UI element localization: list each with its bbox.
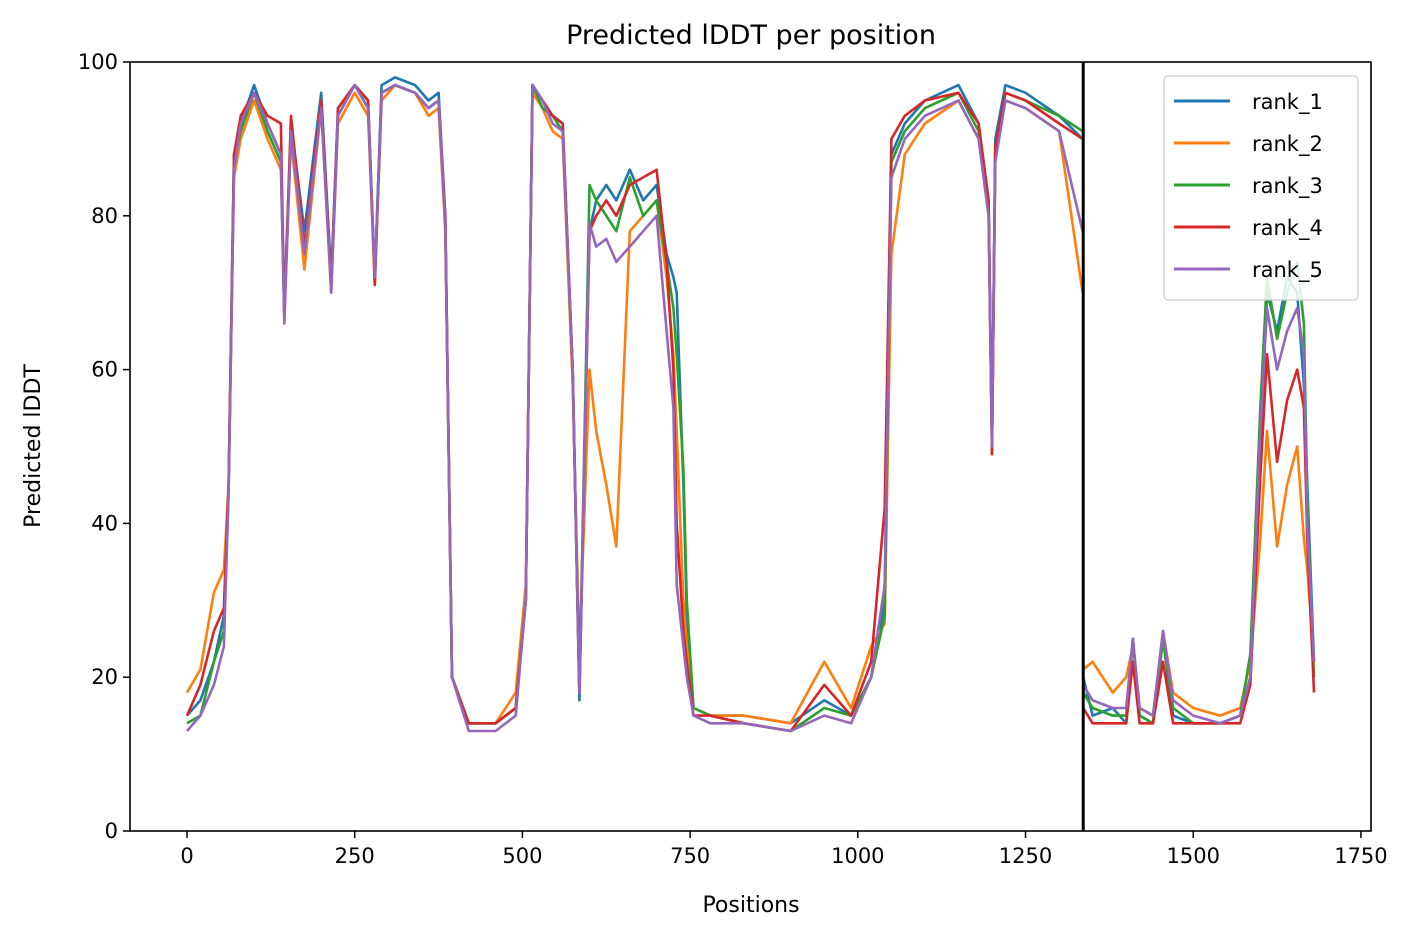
x-tick-label: 1500 [1167,844,1220,868]
x-tick-label: 1000 [831,844,884,868]
y-axis-label: Predicted lDDT [21,364,46,528]
series-line-rank-5 [186,83,1084,733]
y-tick-label: 80 [91,204,118,228]
x-tick-label: 250 [335,844,375,868]
legend: rank_1 rank_2 rank_3 rank_4 rank_5 [1163,75,1359,301]
x-tick-label: 1250 [999,844,1052,868]
x-tick-label: 500 [502,844,542,868]
x-tick-label: 0 [180,844,193,868]
plot-lines [185,76,1316,733]
chart-title: Predicted lDDT per position [566,20,936,51]
series-line-segment-6 [1082,429,1316,717]
legend-label-rank-4: rank_4 [1252,216,1323,241]
legend-label-rank-1: rank_1 [1252,90,1323,115]
legend-label-rank-3: rank_3 [1252,174,1323,199]
x-tick-label: 750 [670,844,710,868]
y-tick-label: 0 [105,819,118,843]
x-tick-label: 1750 [1334,844,1387,868]
series-line-segment-9 [1082,306,1316,725]
y-axis: 0 20 40 60 80 100 [78,50,130,843]
x-axis-label: Positions [702,893,799,918]
y-tick-label: 40 [91,511,118,535]
legend-label-rank-5: rank_5 [1252,258,1323,283]
y-tick-label: 100 [78,50,118,74]
legend-box [1163,75,1359,301]
plot-frame [129,61,1372,832]
x-axis: 0 250 500 750 1000 1250 1500 1750 [180,831,1388,868]
y-tick-label: 20 [91,665,118,689]
y-tick-label: 60 [91,358,118,382]
legend-label-rank-2: rank_2 [1252,132,1323,157]
